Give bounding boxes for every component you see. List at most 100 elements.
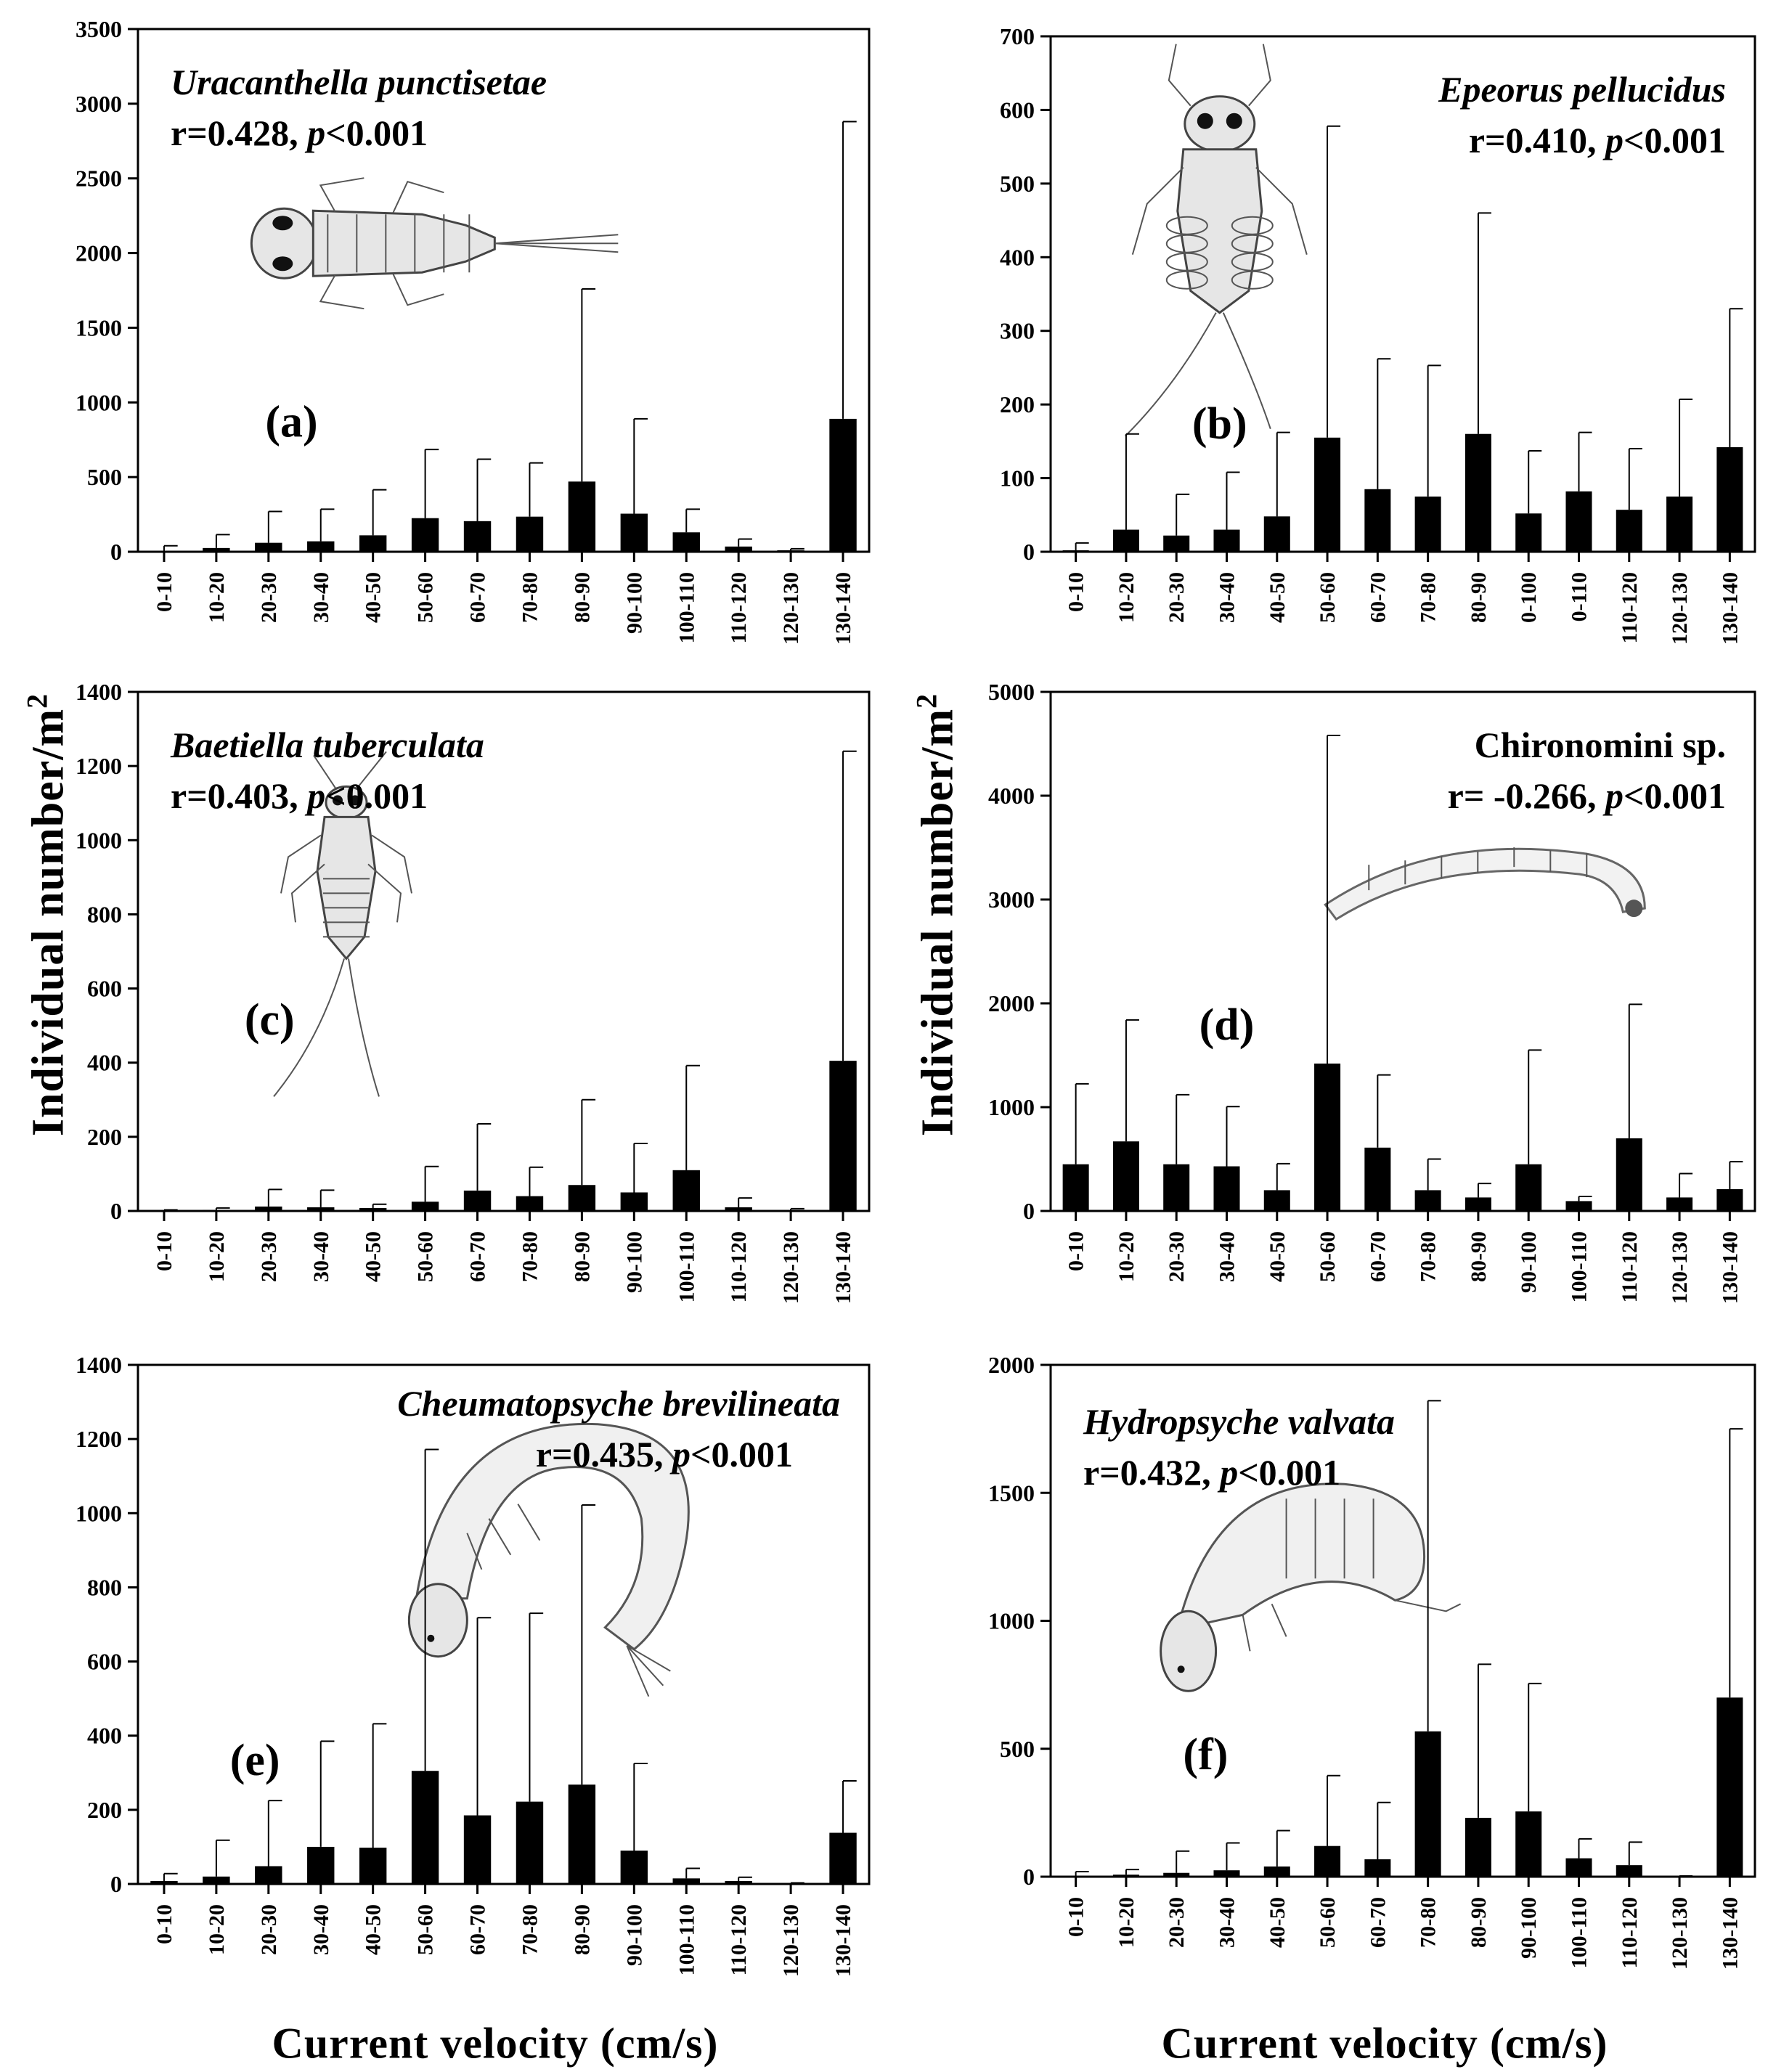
x-tick-label: 130-140 bbox=[1718, 1231, 1742, 1304]
insect-illustration bbox=[273, 751, 412, 1098]
bar bbox=[777, 550, 804, 552]
y-tick-label: 2000 bbox=[988, 1352, 1035, 1378]
bar bbox=[516, 1801, 544, 1884]
bar bbox=[1314, 1063, 1341, 1211]
plot-frame bbox=[1049, 690, 1756, 1212]
y-tick-label: 0 bbox=[110, 539, 122, 565]
x-tick-label: 60-70 bbox=[466, 572, 490, 623]
species-title: Baetiella tuberculata bbox=[170, 725, 484, 765]
y-tick-label: 500 bbox=[87, 464, 122, 490]
x-tick-label: 50-60 bbox=[414, 1231, 438, 1282]
correlation-stat: r=0.435, p<0.001 bbox=[536, 1434, 793, 1475]
y-tick-label: 1200 bbox=[76, 1426, 122, 1452]
correlation-stat: r=0.403, p<0.001 bbox=[171, 775, 428, 816]
x-tick-label: 20-30 bbox=[257, 572, 281, 623]
x-tick-label: 0-10 bbox=[1064, 1231, 1088, 1271]
bar bbox=[1515, 1164, 1542, 1211]
x-tick-label: 80-90 bbox=[1467, 1897, 1491, 1948]
bar bbox=[359, 535, 387, 552]
x-tick-label: 100-110 bbox=[675, 572, 698, 643]
x-tick-label: 130-140 bbox=[1718, 572, 1742, 645]
bar bbox=[359, 1847, 387, 1884]
y-tick-label: 0 bbox=[1023, 1198, 1035, 1224]
x-tick-label: 110-120 bbox=[1618, 572, 1642, 643]
bar bbox=[463, 1815, 492, 1884]
insect-illustration bbox=[1125, 44, 1308, 437]
bar bbox=[307, 541, 335, 552]
x-tick-label: 50-60 bbox=[1316, 572, 1340, 623]
correlation-stat: r=0.428, p<0.001 bbox=[171, 113, 428, 153]
x-tick-label: 50-60 bbox=[1316, 1897, 1340, 1948]
bar bbox=[1565, 1201, 1592, 1211]
bar bbox=[1716, 1188, 1743, 1211]
x-tick-label: 120-130 bbox=[779, 1904, 803, 1977]
bar bbox=[411, 1771, 439, 1884]
y-tick-label: 1000 bbox=[988, 1094, 1035, 1120]
bar bbox=[1062, 1164, 1089, 1211]
correlation-stat: r=0.410, p<0.001 bbox=[1469, 120, 1726, 160]
x-tick-label: 110-120 bbox=[1618, 1231, 1642, 1302]
correlation-stat: r=0.432, p<0.001 bbox=[1083, 1452, 1340, 1493]
panel-label: (d) bbox=[1199, 1000, 1255, 1050]
x-axis-label-right: Current velocity (cm/s) bbox=[1161, 2019, 1608, 2068]
insect-illustration bbox=[1160, 1482, 1462, 1692]
y-tick-label: 800 bbox=[87, 901, 122, 927]
bar bbox=[1263, 516, 1290, 552]
bar bbox=[203, 1210, 230, 1211]
y-tick-label: 1400 bbox=[76, 1352, 122, 1378]
x-tick-label: 60-70 bbox=[466, 1231, 490, 1282]
y-tick-label: 500 bbox=[1000, 1736, 1035, 1762]
x-tick-label: 0-10 bbox=[152, 1904, 176, 1944]
x-tick-label: 110-120 bbox=[727, 572, 751, 643]
bar bbox=[725, 1207, 752, 1211]
insect-illustration bbox=[407, 1422, 690, 1697]
bar bbox=[829, 418, 857, 552]
x-tick-label: 70-80 bbox=[518, 1904, 542, 1955]
bar bbox=[516, 1196, 544, 1211]
x-tick-label: 80-90 bbox=[1467, 572, 1491, 623]
bar bbox=[150, 1880, 178, 1884]
bar bbox=[672, 1170, 700, 1211]
x-tick-label: 40-50 bbox=[362, 1904, 386, 1955]
x-tick-label: 40-50 bbox=[362, 572, 386, 623]
x-tick-label: 80-90 bbox=[570, 1231, 594, 1282]
bar bbox=[1213, 1166, 1240, 1211]
bar bbox=[1515, 513, 1542, 552]
x-tick-label: 30-40 bbox=[1215, 1897, 1239, 1948]
species-title: Epeorus pellucidus bbox=[1438, 69, 1726, 110]
x-tick-label: 80-90 bbox=[570, 1904, 594, 1955]
bar bbox=[1213, 1870, 1240, 1877]
x-tick-label: 10-20 bbox=[205, 1904, 229, 1955]
bar bbox=[1666, 496, 1693, 552]
x-tick-label: 50-60 bbox=[1316, 1231, 1340, 1282]
x-tick-label: 10-20 bbox=[1115, 572, 1138, 623]
y-tick-label: 0 bbox=[1023, 539, 1035, 565]
y-tick-label: 1400 bbox=[76, 679, 122, 705]
bar bbox=[1716, 1697, 1743, 1877]
bar bbox=[1314, 437, 1341, 552]
species-title: Hydropsyche valvata bbox=[1083, 1401, 1395, 1442]
x-tick-label: 100-110 bbox=[675, 1231, 698, 1302]
bar bbox=[150, 1210, 178, 1212]
bar bbox=[829, 1061, 857, 1211]
bar bbox=[1163, 1164, 1190, 1211]
x-tick-label: 20-30 bbox=[1165, 1231, 1189, 1282]
x-tick-label: 70-80 bbox=[518, 1231, 542, 1282]
y-tick-label: 2000 bbox=[988, 990, 1035, 1016]
x-tick-label: 60-70 bbox=[1366, 1897, 1390, 1948]
x-tick-label: 20-30 bbox=[1165, 572, 1189, 623]
x-tick-label: 60-70 bbox=[1366, 1231, 1390, 1282]
species-title: Chironomini sp. bbox=[1475, 725, 1726, 765]
x-tick-label: 110-120 bbox=[1618, 1897, 1642, 1968]
x-tick-label: 0-10 bbox=[152, 1231, 176, 1271]
bar bbox=[1666, 1197, 1693, 1211]
x-tick-label: 70-80 bbox=[1417, 1231, 1441, 1282]
x-tick-label: 0-10 bbox=[152, 572, 176, 612]
y-tick-label: 0 bbox=[110, 1871, 122, 1897]
x-tick-label: 40-50 bbox=[362, 1231, 386, 1282]
x-tick-label: 20-30 bbox=[1165, 1897, 1189, 1948]
y-tick-label: 3000 bbox=[988, 886, 1035, 913]
y-tick-label: 800 bbox=[87, 1574, 122, 1600]
